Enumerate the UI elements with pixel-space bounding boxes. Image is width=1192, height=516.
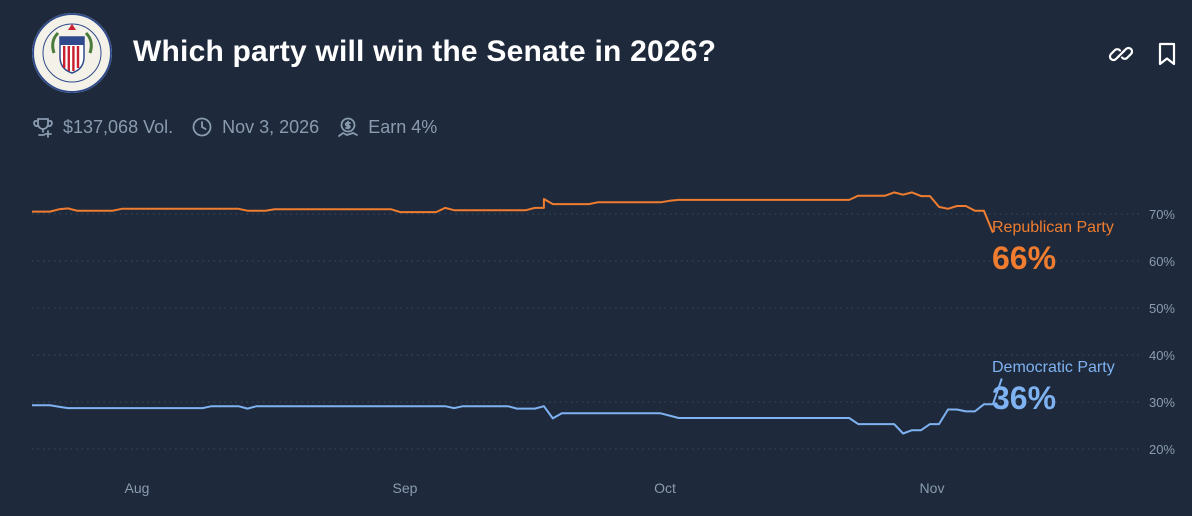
market-title: Which party will win the Senate in 2026?: [133, 35, 717, 68]
volume-text: $137,068 Vol.: [63, 116, 174, 137]
trophy-icon: [33, 118, 53, 138]
y-tick-label: 70%: [1149, 207, 1175, 222]
clock-icon: [192, 117, 212, 137]
link-icon[interactable]: [1108, 41, 1134, 67]
x-tick-label: Oct: [654, 480, 676, 496]
democratic-series-label: Democratic Party: [992, 359, 1115, 376]
chart-canvas: 70% 60% 50% 40% 30% 20% Aug Sep Oct Nov: [32, 191, 1175, 496]
y-tick-label: 20%: [1149, 442, 1175, 457]
market-meta: $137,068 Vol. Nov 3, 2026 Earn 4%: [32, 114, 455, 140]
y-tick-label: 30%: [1149, 395, 1175, 410]
y-tick-label: 50%: [1149, 301, 1175, 316]
x-tick-label: Sep: [393, 480, 418, 496]
earn-stat[interactable]: Earn 4%: [337, 116, 437, 138]
senate-seal-logo: [32, 13, 112, 93]
x-tick-label: Nov: [920, 480, 945, 496]
x-tick-label: Aug: [125, 480, 150, 496]
democratic-current-value: 36%: [992, 380, 1057, 416]
earn-icon: [338, 117, 359, 137]
republican-current-value: 66%: [992, 240, 1057, 276]
end-date-stat: Nov 3, 2026: [191, 116, 319, 138]
bookmark-icon[interactable]: [1154, 41, 1180, 67]
y-tick-label: 60%: [1149, 254, 1175, 269]
republican-series-label: Republican Party: [992, 219, 1114, 236]
market-header: Which party will win the Senate in 2026?: [32, 13, 1182, 93]
volume-stat: $137,068 Vol.: [32, 116, 173, 138]
earn-text: Earn 4%: [368, 116, 438, 137]
republican-series-line[interactable]: [32, 191, 994, 234]
probability-chart: 70% 60% 50% 40% 30% 20% Aug Sep Oct Nov Republic…: [0, 160, 1192, 511]
y-tick-label: 40%: [1149, 348, 1175, 363]
end-date-text: Nov 3, 2026: [222, 116, 320, 137]
democratic-series-line[interactable]: [32, 378, 1003, 435]
